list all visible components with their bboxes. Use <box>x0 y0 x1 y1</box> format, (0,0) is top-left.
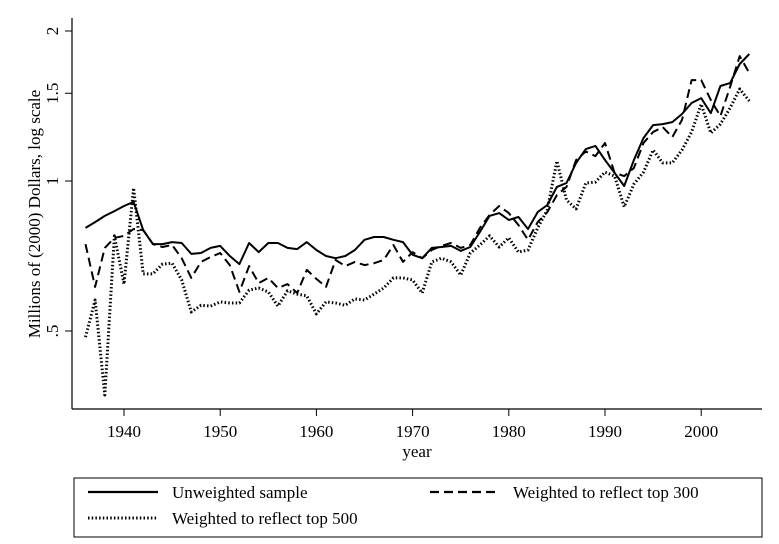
legend-box <box>73 477 763 538</box>
x-tick-label: 2000 <box>684 422 718 441</box>
legend-label-top300: Weighted to reflect top 300 <box>513 483 699 502</box>
y-tick-label: 2 <box>43 27 62 36</box>
y-tick-label: 1 <box>43 177 62 186</box>
legend-label-top500: Weighted to reflect top 500 <box>172 509 358 528</box>
y-axis-label: Millions of (2000) Dollars, log scale <box>25 90 44 338</box>
x-tick-label: 1980 <box>492 422 526 441</box>
x-tick-label: 1990 <box>588 422 622 441</box>
x-tick-label: 1970 <box>396 422 430 441</box>
x-axis-label: year <box>402 442 432 461</box>
y-tick-label: 1.5 <box>43 83 62 104</box>
legend: Unweighted sample Weighted to reflect to… <box>73 477 763 538</box>
x-tick-label: 1960 <box>299 422 333 441</box>
x-tick-label: 1950 <box>203 422 237 441</box>
series-line-dashed <box>84 55 751 294</box>
legend-label-unweighted: Unweighted sample <box>172 483 308 502</box>
x-tick-label: 1940 <box>107 422 141 441</box>
series-line-solid <box>84 53 751 266</box>
series-line-dotted <box>84 87 751 397</box>
axes <box>71 18 762 410</box>
y-tick-label: .5 <box>43 325 62 338</box>
